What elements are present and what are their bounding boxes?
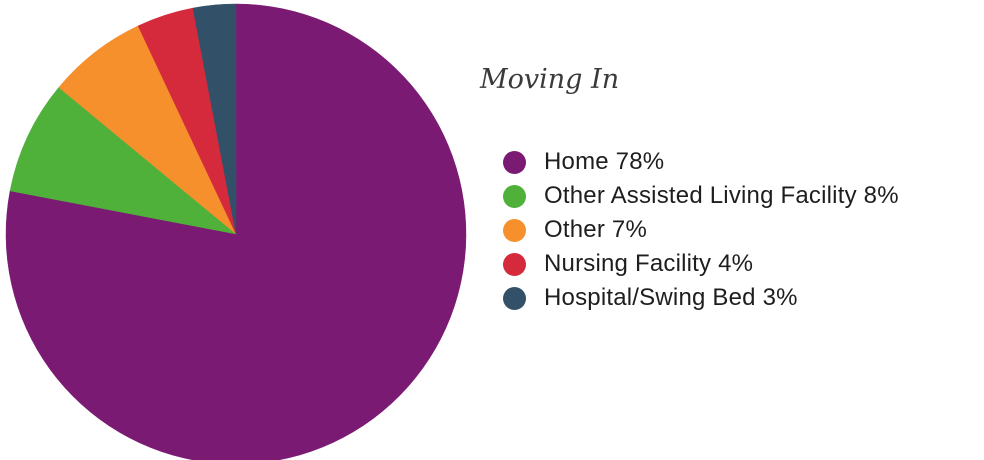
pie-slice-other-assisted-living-facility	[9, 87, 237, 235]
legend-item: Other 7%	[503, 213, 899, 247]
legend-swatch-icon	[503, 252, 526, 276]
legend-label: Nursing Facility 4%	[544, 250, 754, 277]
legend-label: Other 7%	[544, 216, 647, 243]
legend-item: Nursing Facility 4%	[503, 247, 899, 281]
legend-swatch-icon	[503, 218, 526, 242]
legend-swatch-icon	[503, 286, 526, 310]
legend: Home 78% Other Assisted Living Facility 8…	[503, 145, 899, 315]
chart-title: Moving In	[480, 64, 620, 95]
legend-label: Hospital/Swing Bed 3%	[544, 284, 798, 311]
legend-swatch-icon	[503, 150, 526, 174]
legend-label: Home 78%	[544, 148, 665, 175]
legend-item: Home 78%	[503, 145, 899, 179]
pie-slice-other	[58, 25, 237, 235]
legend-swatch-icon	[503, 184, 526, 208]
legend-label: Other Assisted Living Facility 8%	[544, 182, 899, 209]
legend-item: Hospital/Swing Bed 3%	[503, 281, 899, 315]
legend-item: Other Assisted Living Facility 8%	[503, 179, 899, 213]
pie-slice-hospital-swing-bed	[192, 3, 237, 235]
